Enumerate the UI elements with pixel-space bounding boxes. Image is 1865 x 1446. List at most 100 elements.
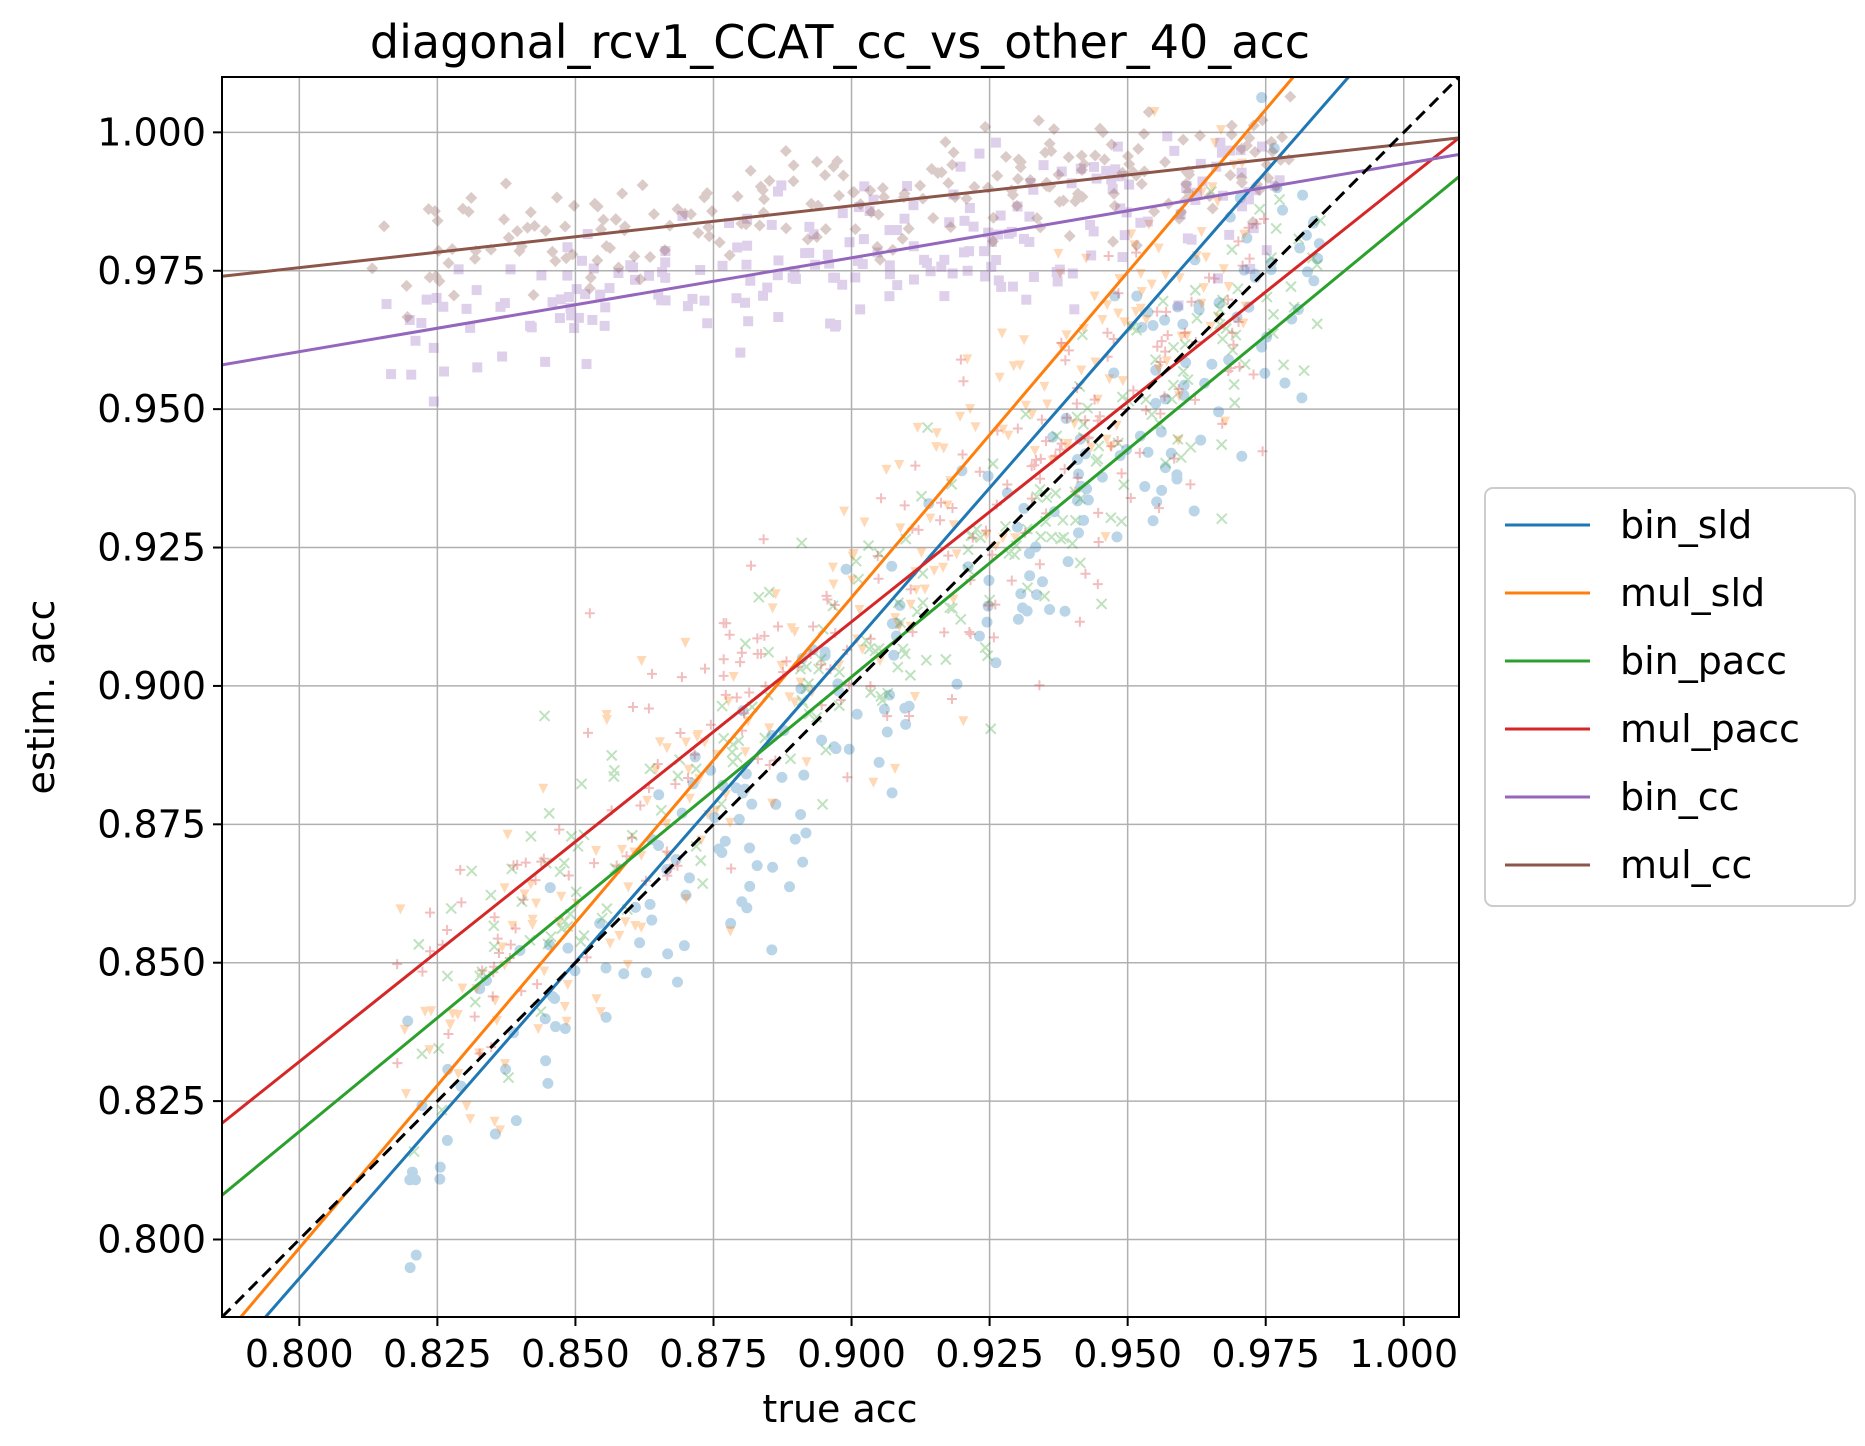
point-mul_sld (895, 523, 906, 534)
point-mul_pacc (532, 979, 543, 990)
point-bin_sld (671, 976, 683, 988)
point-bin_pacc (753, 591, 765, 603)
point-bin_cc (472, 362, 483, 373)
point-mul_pacc (646, 668, 657, 679)
point-mul_cc (401, 311, 414, 324)
point-bin_sld (559, 1023, 571, 1035)
point-bin_cc (741, 259, 752, 270)
point-bin_cc (577, 255, 588, 266)
point-bin_pacc (525, 830, 537, 842)
point-mul_sld (931, 428, 942, 439)
point-mul_cc (779, 144, 792, 157)
point-bin_pacc (920, 654, 933, 666)
point-bin_pacc (1021, 582, 1034, 594)
point-bin_sld (981, 616, 993, 628)
point-mul_pacc (936, 497, 947, 508)
point-mul_sld (767, 603, 778, 614)
point-mul_cc (1276, 131, 1289, 144)
point-bin_pacc (1146, 408, 1158, 421)
point-mul_sld (1061, 330, 1072, 341)
point-mul_sld (1215, 125, 1226, 136)
point-bin_pacc (469, 996, 481, 1008)
point-mul_cc (925, 163, 938, 176)
point-bin_cc (955, 161, 966, 172)
point-bin_cc (613, 268, 624, 279)
x-tick-label: 0.900 (797, 1332, 906, 1376)
point-mul_pacc (627, 702, 638, 713)
point-bin_sld (1265, 256, 1277, 268)
point-bin_pacc (441, 970, 454, 982)
point-mul_cc (1075, 149, 1088, 162)
point-bin_cc (804, 247, 815, 258)
point-bin_cc (695, 265, 706, 276)
point-bin_cc (536, 270, 547, 281)
point-mul_pacc (643, 703, 654, 714)
point-mul_cc (944, 221, 957, 234)
point-mul_pacc (882, 711, 893, 722)
point-bin_cc (1075, 163, 1086, 174)
point-bin_pacc (1115, 515, 1128, 527)
x-tick-label: 0.875 (659, 1332, 768, 1376)
point-bin_cc (959, 247, 970, 258)
point-mul_cc (947, 146, 960, 159)
point-mul_cc (636, 179, 649, 192)
point-mul_sld (981, 530, 992, 541)
point-mul_sld (916, 547, 927, 558)
point-mul_sld (912, 422, 923, 433)
point-bin_pacc (962, 543, 974, 556)
point-mul_sld (1207, 182, 1218, 193)
point-mul_cc (422, 203, 435, 216)
point-mul_pacc (1161, 306, 1172, 317)
point-bin_sld (1082, 494, 1094, 506)
point-bin_pacc (815, 653, 827, 665)
point-bin_cc (990, 137, 1001, 148)
point-bin_pacc (940, 653, 952, 666)
point-mul_cc (597, 213, 610, 226)
point-bin_pacc (985, 723, 997, 735)
point-bin_sld (646, 914, 658, 926)
point-mul_sld (1153, 243, 1164, 254)
point-bin_pacc (476, 966, 488, 978)
point-bin_cc (762, 282, 773, 293)
point-mul_sld (894, 621, 905, 632)
point-mul_pacc (675, 727, 686, 738)
point-bin_sld (770, 798, 782, 810)
point-mul_sld (1182, 331, 1193, 342)
point-mul_sld (661, 819, 672, 830)
point-bin_sld (851, 708, 863, 720)
point-bin_sld (542, 1077, 554, 1089)
point-bin_sld (653, 839, 665, 851)
point-bin_pacc (1055, 533, 1067, 545)
point-mul_sld (1176, 331, 1187, 342)
point-bin_pacc (1228, 378, 1240, 391)
point-mul_pacc (865, 681, 876, 692)
point-bin_pacc (726, 746, 738, 758)
point-bin_sld (1015, 588, 1027, 600)
point-bin_pacc (892, 597, 905, 609)
point-mul_cc (583, 282, 596, 295)
point-bin_pacc (1057, 531, 1070, 544)
x-tick-label: 0.850 (521, 1332, 630, 1376)
point-mul_pacc (1131, 247, 1142, 258)
point-bin_pacc (1214, 303, 1226, 316)
point-bin_pacc (574, 935, 587, 948)
point-mul_cc (1063, 230, 1076, 243)
point-mul_pacc (913, 524, 924, 535)
point-bin_sld (1136, 321, 1148, 333)
point-mul_pacc (773, 621, 784, 632)
point-mul_cc (1078, 158, 1091, 171)
point-mul_sld (784, 692, 795, 703)
point-mul_pacc (1156, 336, 1167, 347)
point-mul_sld (909, 691, 920, 702)
point-mul_sld (684, 793, 695, 804)
point-mul_cc (366, 262, 379, 275)
point-mul_cc (1235, 176, 1248, 189)
point-mul_cc (1071, 187, 1084, 200)
point-bin_sld (881, 726, 893, 738)
point-mul_pacc (1257, 446, 1268, 457)
point-mul_sld (500, 1059, 511, 1070)
point-bin_cc (986, 236, 997, 247)
point-mul_cc (502, 231, 515, 244)
point-mul_pacc (910, 460, 921, 471)
point-mul_sld (1086, 442, 1097, 453)
